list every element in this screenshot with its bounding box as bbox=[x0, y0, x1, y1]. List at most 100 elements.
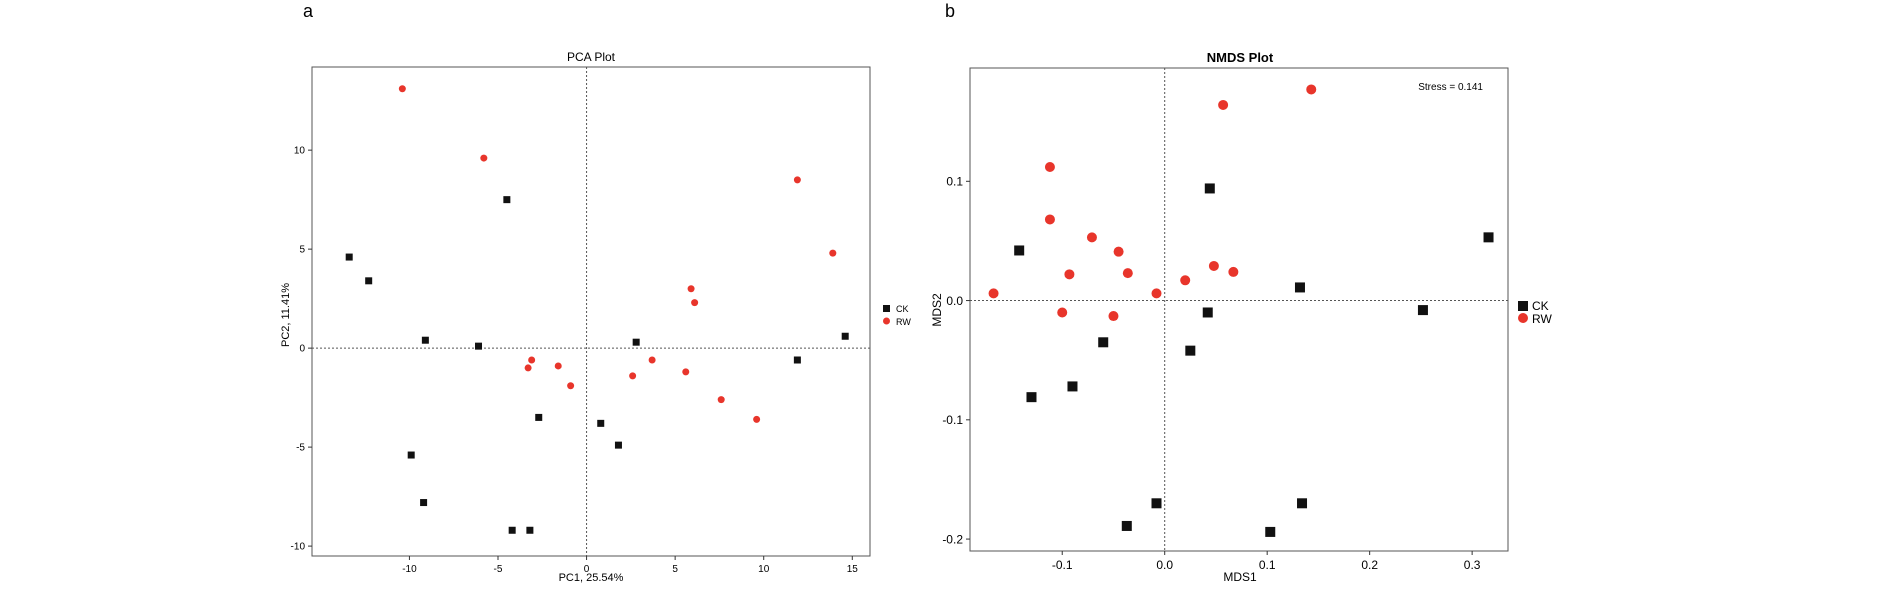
nmds-rw-point bbox=[1064, 269, 1075, 280]
pca-rw-point bbox=[398, 85, 406, 93]
nmds-ck-point bbox=[1014, 245, 1025, 256]
pca-y-tick-label: 0 bbox=[299, 344, 305, 355]
pca-rw-point bbox=[524, 364, 532, 372]
pca-ck-point bbox=[535, 413, 543, 421]
pca-legend-rw-marker bbox=[883, 317, 890, 325]
pca-y-tick-label: -5 bbox=[296, 443, 305, 454]
nmds-ck-point bbox=[1151, 498, 1162, 509]
nmds-rw-point bbox=[1180, 275, 1191, 286]
pca-rw-point bbox=[629, 372, 637, 380]
pca-legend-rw-label: RW bbox=[896, 317, 911, 327]
pca-title: PCA Plot bbox=[567, 50, 616, 64]
pca-y-tick-label: 10 bbox=[294, 146, 306, 157]
pca-legend-ck-label: CK bbox=[896, 304, 909, 314]
nmds-y-tick-label: 0.1 bbox=[946, 174, 963, 188]
nmds-title: NMDS Plot bbox=[1207, 50, 1274, 65]
pca-x-tick-label: 0 bbox=[584, 564, 590, 575]
pca-panel: a PCA Plot -10 -5 0 5 10 15 -10 -5 0 5 10 PC1, 25.… bbox=[280, 1, 911, 584]
pca-y-axis-label: PC2, 11.41% bbox=[280, 283, 292, 347]
nmds-ck-point bbox=[1185, 345, 1196, 356]
nmds-ck-point bbox=[1026, 392, 1037, 403]
nmds-y-tick-label: 0.0 bbox=[946, 294, 963, 308]
nmds-ck-point bbox=[1121, 520, 1132, 531]
nmds-rw-point bbox=[1218, 99, 1229, 110]
nmds-ck-point bbox=[1417, 305, 1428, 316]
panel-label-b: b bbox=[945, 1, 955, 21]
nmds-legend-rw-label: RW bbox=[1532, 312, 1552, 326]
nmds-rw-point bbox=[1108, 311, 1119, 322]
pca-ck-point bbox=[614, 441, 622, 449]
pca-plot-area: -10 -5 0 5 10 15 -10 -5 0 5 10 bbox=[291, 66, 871, 575]
nmds-ck-point bbox=[1202, 307, 1213, 318]
nmds-ck-point bbox=[1483, 232, 1494, 243]
nmds-legend: CK RW bbox=[1518, 299, 1552, 326]
pca-ck-point bbox=[503, 196, 511, 204]
nmds-ck-point bbox=[1294, 282, 1305, 293]
nmds-ck-point bbox=[1067, 381, 1078, 392]
nmds-y-axis-label: MDS2 bbox=[930, 293, 944, 327]
pca-rw-point bbox=[687, 285, 695, 293]
pca-rw-point bbox=[567, 382, 575, 390]
nmds-x-tick-label: 0.2 bbox=[1361, 558, 1378, 572]
pca-ck-point bbox=[345, 253, 353, 261]
nmds-y-tick-label: -0.1 bbox=[942, 413, 963, 427]
nmds-x-tick-label: 0.0 bbox=[1156, 558, 1173, 572]
pca-ck-point bbox=[475, 342, 483, 350]
pca-ck-point bbox=[420, 499, 428, 507]
pca-ck-point bbox=[632, 338, 640, 346]
nmds-x-axis-label: MDS1 bbox=[1223, 570, 1257, 584]
nmds-legend-rw-marker bbox=[1518, 313, 1528, 323]
nmds-x-tick-label: -0.1 bbox=[1052, 558, 1073, 572]
pca-y-tick-label: 5 bbox=[299, 245, 305, 256]
pca-y-tick-label: -10 bbox=[291, 542, 306, 553]
nmds-rw-point bbox=[1113, 246, 1124, 257]
panel-label-a: a bbox=[303, 1, 314, 21]
pca-legend-ck-marker bbox=[883, 305, 890, 312]
pca-rw-point bbox=[753, 415, 761, 423]
pca-x-tick-label: -5 bbox=[494, 564, 503, 575]
pca-rw-point bbox=[691, 299, 699, 307]
nmds-rw-point bbox=[1044, 161, 1055, 172]
nmds-rw-point bbox=[1086, 232, 1097, 243]
pca-rw-point bbox=[717, 396, 725, 404]
pca-ck-point bbox=[841, 332, 849, 340]
nmds-rw-point bbox=[1122, 268, 1133, 279]
pca-plot-frame bbox=[311, 66, 871, 557]
nmds-rw-point bbox=[1151, 288, 1162, 299]
nmds-ck-point bbox=[1265, 526, 1276, 537]
pca-legend: CK RW bbox=[883, 304, 911, 327]
nmds-ck-point bbox=[1204, 183, 1215, 194]
pca-rw-point bbox=[793, 176, 801, 184]
pca-rw-point bbox=[829, 249, 837, 257]
pca-rw-point bbox=[682, 368, 690, 376]
pca-x-tick-label: 5 bbox=[672, 564, 678, 575]
nmds-x-tick-label: 0.3 bbox=[1464, 558, 1481, 572]
nmds-rw-point bbox=[1228, 266, 1239, 277]
pca-rw-point bbox=[528, 356, 536, 364]
nmds-panel: b NMDS Plot -0.1 0.0 0.1 0.2 0.3 -0.2 -0.1 0.0 0… bbox=[930, 1, 1552, 584]
nmds-rw-point bbox=[1057, 307, 1068, 318]
pca-ck-point bbox=[793, 356, 801, 364]
nmds-stress-annotation: Stress = 0.141 bbox=[1418, 82, 1483, 93]
pca-ck-point bbox=[508, 526, 516, 534]
nmds-ck-point bbox=[1098, 337, 1109, 348]
nmds-rw-point bbox=[1044, 214, 1055, 225]
pca-rw-point bbox=[554, 362, 562, 370]
nmds-legend-ck-label: CK bbox=[1532, 299, 1549, 313]
pca-ck-point bbox=[597, 419, 605, 427]
pca-rw-point bbox=[648, 356, 656, 364]
nmds-legend-ck-marker bbox=[1518, 301, 1528, 311]
pca-x-tick-label: 10 bbox=[758, 564, 770, 575]
pca-ck-point bbox=[365, 277, 373, 285]
nmds-rw-point bbox=[988, 288, 999, 299]
pca-x-tick-label: 15 bbox=[847, 564, 859, 575]
nmds-plot-frame bbox=[969, 67, 1509, 552]
nmds-rw-point bbox=[1208, 260, 1219, 271]
nmds-y-tick-label: -0.2 bbox=[942, 532, 963, 546]
pca-ck-point bbox=[421, 336, 429, 344]
pca-x-axis-label: PC1, 25.54% bbox=[559, 572, 624, 584]
pca-x-tick-label: -10 bbox=[402, 564, 417, 575]
nmds-plot-area: -0.1 0.0 0.1 0.2 0.3 -0.2 -0.1 0.0 0.1 bbox=[942, 67, 1509, 572]
pca-rw-point bbox=[480, 154, 488, 162]
